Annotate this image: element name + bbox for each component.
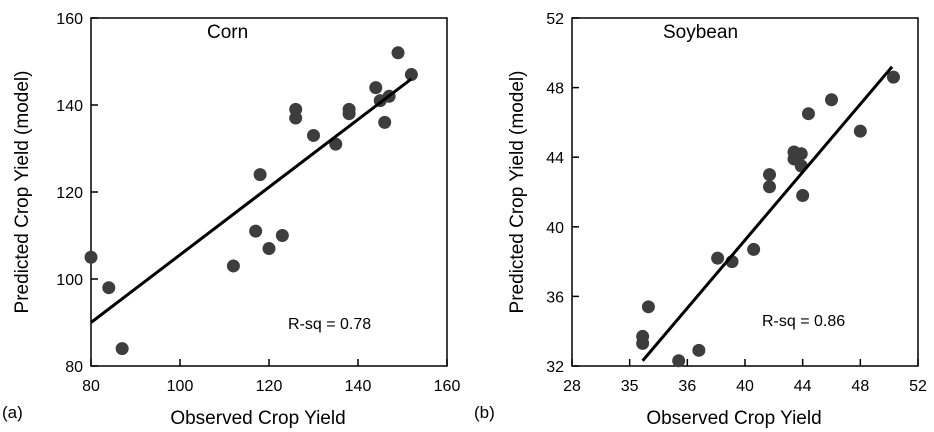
data-point (262, 242, 276, 256)
x-tick-label: 120 (256, 378, 283, 395)
y-tick-label: 44 (546, 150, 564, 167)
data-point (253, 168, 267, 182)
x-tick-label: 44 (794, 378, 812, 395)
data-point (369, 81, 383, 95)
r-squared-annotation: R-sq = 0.78 (288, 316, 371, 333)
y-tick-label: 48 (546, 81, 564, 98)
data-point (115, 342, 129, 356)
data-point (692, 343, 706, 357)
y-tick-label: 160 (56, 11, 83, 28)
chart-title: Soybean (663, 22, 738, 43)
panel-a: 80 100 120 140 160 80 100 120 140 160 Corn R-sq =… (2, 11, 460, 429)
x-tick-label: 40 (736, 378, 754, 395)
y-axis-label: Predicted Crop Yield (model) (507, 71, 528, 314)
x-tick-label: 160 (434, 378, 461, 395)
r-squared-annotation: R-sq = 0.86 (762, 313, 845, 330)
data-point (747, 242, 761, 256)
x-tick-label: 140 (345, 378, 372, 395)
chart-title: Corn (207, 22, 248, 43)
y-tick-label: 80 (65, 359, 83, 376)
data-point (636, 329, 650, 343)
y-tick-label: 32 (546, 359, 564, 376)
x-tick-label: 100 (167, 378, 194, 395)
data-point (391, 46, 405, 60)
data-points (84, 46, 418, 356)
data-point (404, 68, 418, 82)
y-tick-label: 40 (546, 220, 564, 237)
x-tick-label: 35 (621, 378, 639, 395)
data-point (672, 354, 686, 368)
x-tick-label: 52 (909, 378, 927, 395)
data-point (641, 300, 655, 314)
plot-frame (571, 17, 919, 367)
panel-label: (b) (474, 403, 495, 422)
x-axis-label: Observed Crop Yield (646, 408, 821, 429)
data-points (636, 70, 900, 368)
data-point (289, 102, 303, 116)
x-tick-label: 48 (851, 378, 869, 395)
data-point (763, 180, 777, 194)
x-tick-label: 28 (563, 378, 581, 395)
data-point (853, 124, 867, 138)
ticks: 28 35 36 40 44 48 52 32 36 40 44 48 52 (546, 11, 927, 395)
plot-frame (90, 17, 448, 367)
data-point (307, 128, 320, 142)
data-point (84, 250, 98, 264)
data-point (886, 70, 900, 84)
panel-label: (a) (2, 403, 23, 422)
data-point (378, 115, 392, 129)
y-axis-label: Predicted Crop Yield (model) (12, 71, 33, 314)
data-point (226, 259, 240, 273)
ticks: 80 100 120 140 160 80 100 120 140 160 (56, 11, 460, 395)
x-tick-label: 80 (82, 378, 100, 395)
data-point (342, 102, 356, 116)
data-point (794, 147, 808, 161)
data-point (275, 229, 289, 242)
data-point (796, 188, 810, 202)
data-point (825, 93, 838, 107)
data-point (329, 137, 343, 151)
data-point (763, 168, 777, 182)
data-point (801, 107, 815, 121)
y-tick-label: 120 (56, 185, 83, 202)
data-point (102, 281, 116, 295)
y-tick-label: 100 (56, 272, 83, 289)
x-tick-label: 36 (678, 378, 696, 395)
y-tick-label: 52 (546, 11, 564, 28)
y-tick-label: 140 (56, 98, 83, 115)
data-point (249, 224, 263, 238)
data-point (711, 251, 725, 265)
regression-line (641, 65, 894, 362)
panel-b: 28 35 36 40 44 48 52 32 36 40 44 48 52 Soybean R-sq … (474, 11, 927, 429)
y-tick-label: 36 (546, 289, 564, 306)
regression-line (90, 77, 413, 324)
x-axis-label: Observed Crop Yield (170, 408, 345, 429)
